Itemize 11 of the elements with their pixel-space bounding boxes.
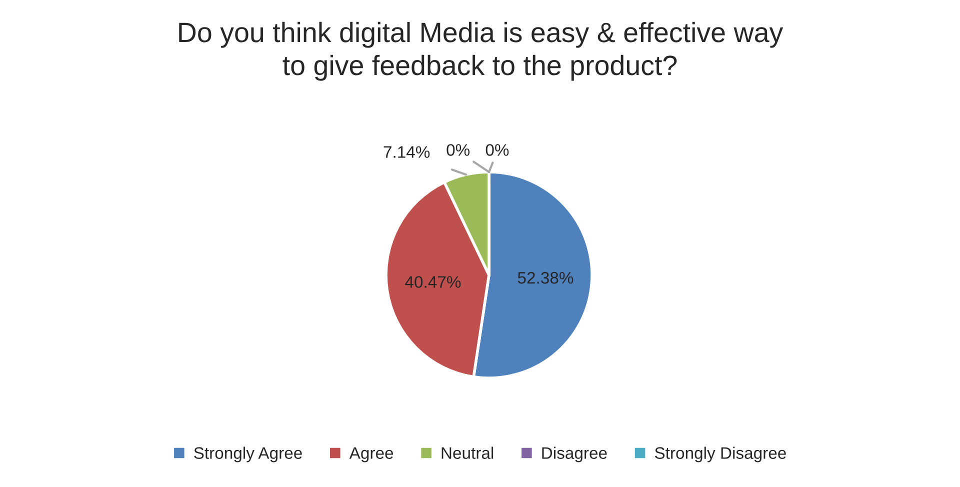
data-label: 7.14% xyxy=(384,146,430,158)
legend-label: Strongly Disagree xyxy=(654,446,786,462)
text: 0% xyxy=(446,144,470,156)
legend-label: Strongly Agree xyxy=(194,446,302,462)
legend-label: Neutral xyxy=(442,446,494,459)
legend-label: Disagree xyxy=(542,446,607,462)
text: 0% xyxy=(486,144,509,156)
legend-label: Agree xyxy=(349,447,394,462)
data-label: 52.38% xyxy=(518,272,574,284)
chart-title: Do you think digital Media is easy & effective way to give feedback to the product? xyxy=(179,22,784,81)
data-label: 40.47% xyxy=(405,276,461,288)
